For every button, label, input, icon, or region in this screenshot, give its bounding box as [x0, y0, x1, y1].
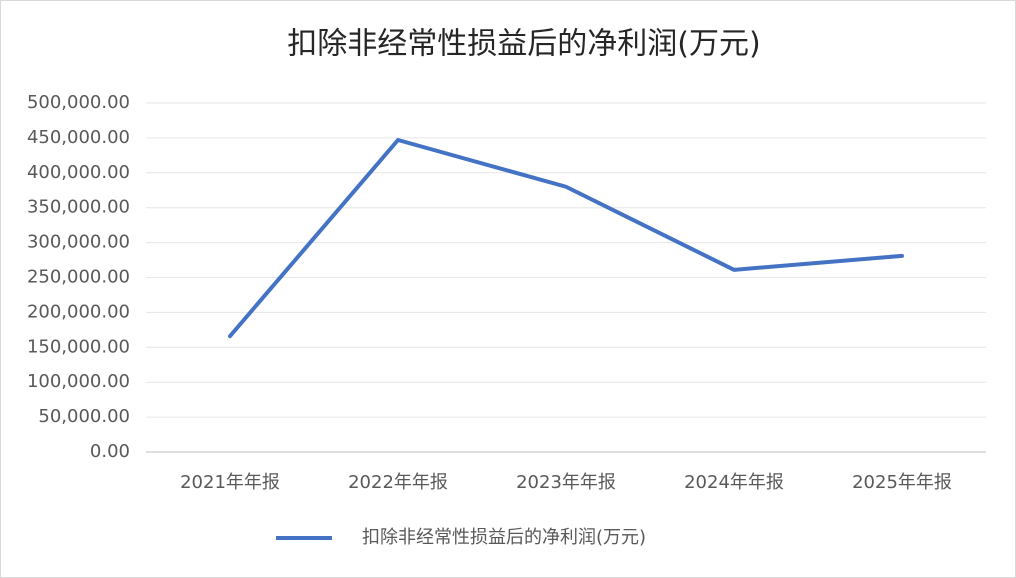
y-tick-label: 150,000.00	[27, 336, 130, 357]
y-tick-label: 0.00	[90, 441, 130, 462]
y-tick-label: 500,000.00	[27, 92, 130, 113]
x-tick-label: 2024年年报	[684, 472, 784, 493]
y-tick-label: 350,000.00	[27, 197, 130, 218]
x-tick-label: 2025年年报	[852, 472, 952, 493]
y-tick-label: 100,000.00	[27, 371, 130, 392]
y-tick-label: 250,000.00	[27, 267, 130, 288]
line-series	[228, 137, 904, 339]
y-tick-label: 200,000.00	[27, 301, 130, 322]
y-tick-label: 400,000.00	[27, 162, 130, 183]
x-tick-label: 2022年年报	[348, 472, 448, 493]
y-tick-label: 450,000.00	[27, 127, 130, 148]
y-tick-label: 300,000.00	[27, 232, 130, 253]
x-tick-label: 2023年年报	[516, 472, 616, 493]
chart-title: 扣除非经常性损益后的净利润(万元)	[287, 27, 760, 62]
y-tick-label: 50,000.00	[38, 406, 130, 427]
legend-label: 扣除非经常性损益后的净利润(万元)	[362, 527, 646, 548]
x-tick-label: 2021年年报	[180, 472, 280, 493]
